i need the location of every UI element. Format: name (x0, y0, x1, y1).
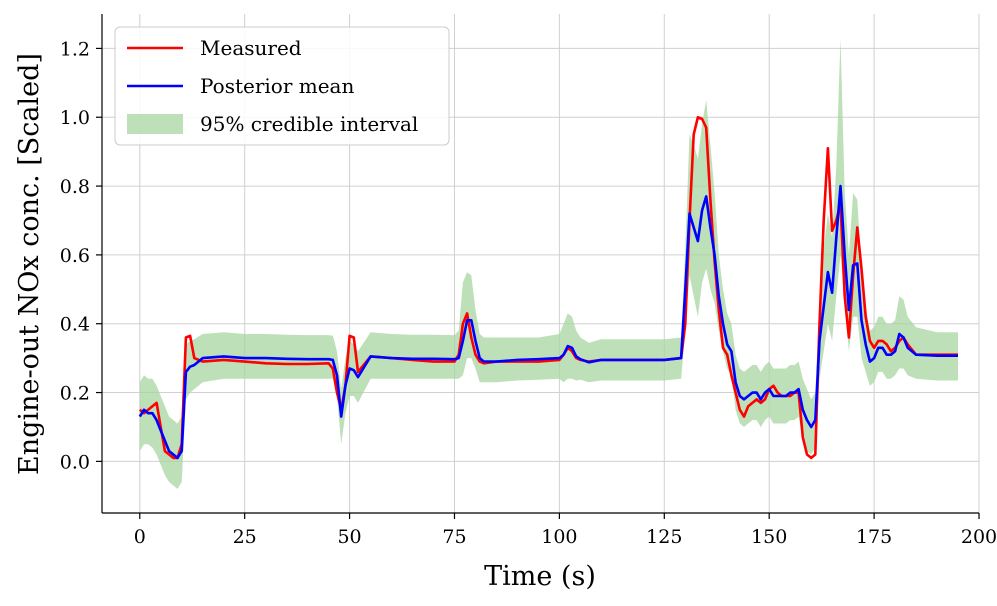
x-tick-label: 25 (233, 526, 257, 548)
legend-posterior-label: Posterior mean (200, 74, 354, 98)
credible-interval-band (139, 38, 959, 489)
x-tick-label: 100 (541, 526, 577, 548)
y-tick-label: 0.0 (60, 451, 90, 473)
legend-frame (114, 26, 450, 146)
x-tick-label: 150 (751, 526, 787, 548)
x-tick-label: 0 (134, 526, 146, 548)
axes (101, 14, 979, 514)
legend-band-swatch (127, 114, 183, 134)
legend: Measured Posterior mean 95% credible int… (114, 26, 450, 146)
y-tick-label: 0.8 (60, 176, 90, 198)
credible-interval-band-layer (139, 38, 959, 489)
series-lines (138, 115, 958, 460)
posterior-mean-series-line (138, 184, 958, 460)
x-tick-label: 50 (337, 526, 361, 548)
x-tick-label: 75 (442, 526, 466, 548)
y-tick-label: 1.2 (60, 38, 90, 60)
y-tick-label: 1.0 (60, 107, 90, 129)
legend-measured-label: Measured (200, 36, 302, 60)
x-tick-label: 125 (646, 526, 682, 548)
x-tick-label: 175 (856, 526, 892, 548)
y-tick-label: 0.6 (60, 245, 90, 267)
y-tick-label: 0.4 (60, 314, 90, 336)
y-axis-label: Engine-out NOx conc. [Scaled] (14, 53, 45, 475)
y-ticks: 0.0 0.2 0.4 0.6 0.8 1.0 1.2 (60, 38, 102, 473)
x-ticks: 0 25 50 75 100 125 150 175 200 (134, 513, 997, 548)
x-axis-label: Time (s) (484, 561, 596, 592)
y-tick-label: 0.2 (60, 383, 90, 405)
legend-band-label: 95% credible interval (200, 112, 418, 136)
x-tick-label: 200 (961, 526, 997, 548)
